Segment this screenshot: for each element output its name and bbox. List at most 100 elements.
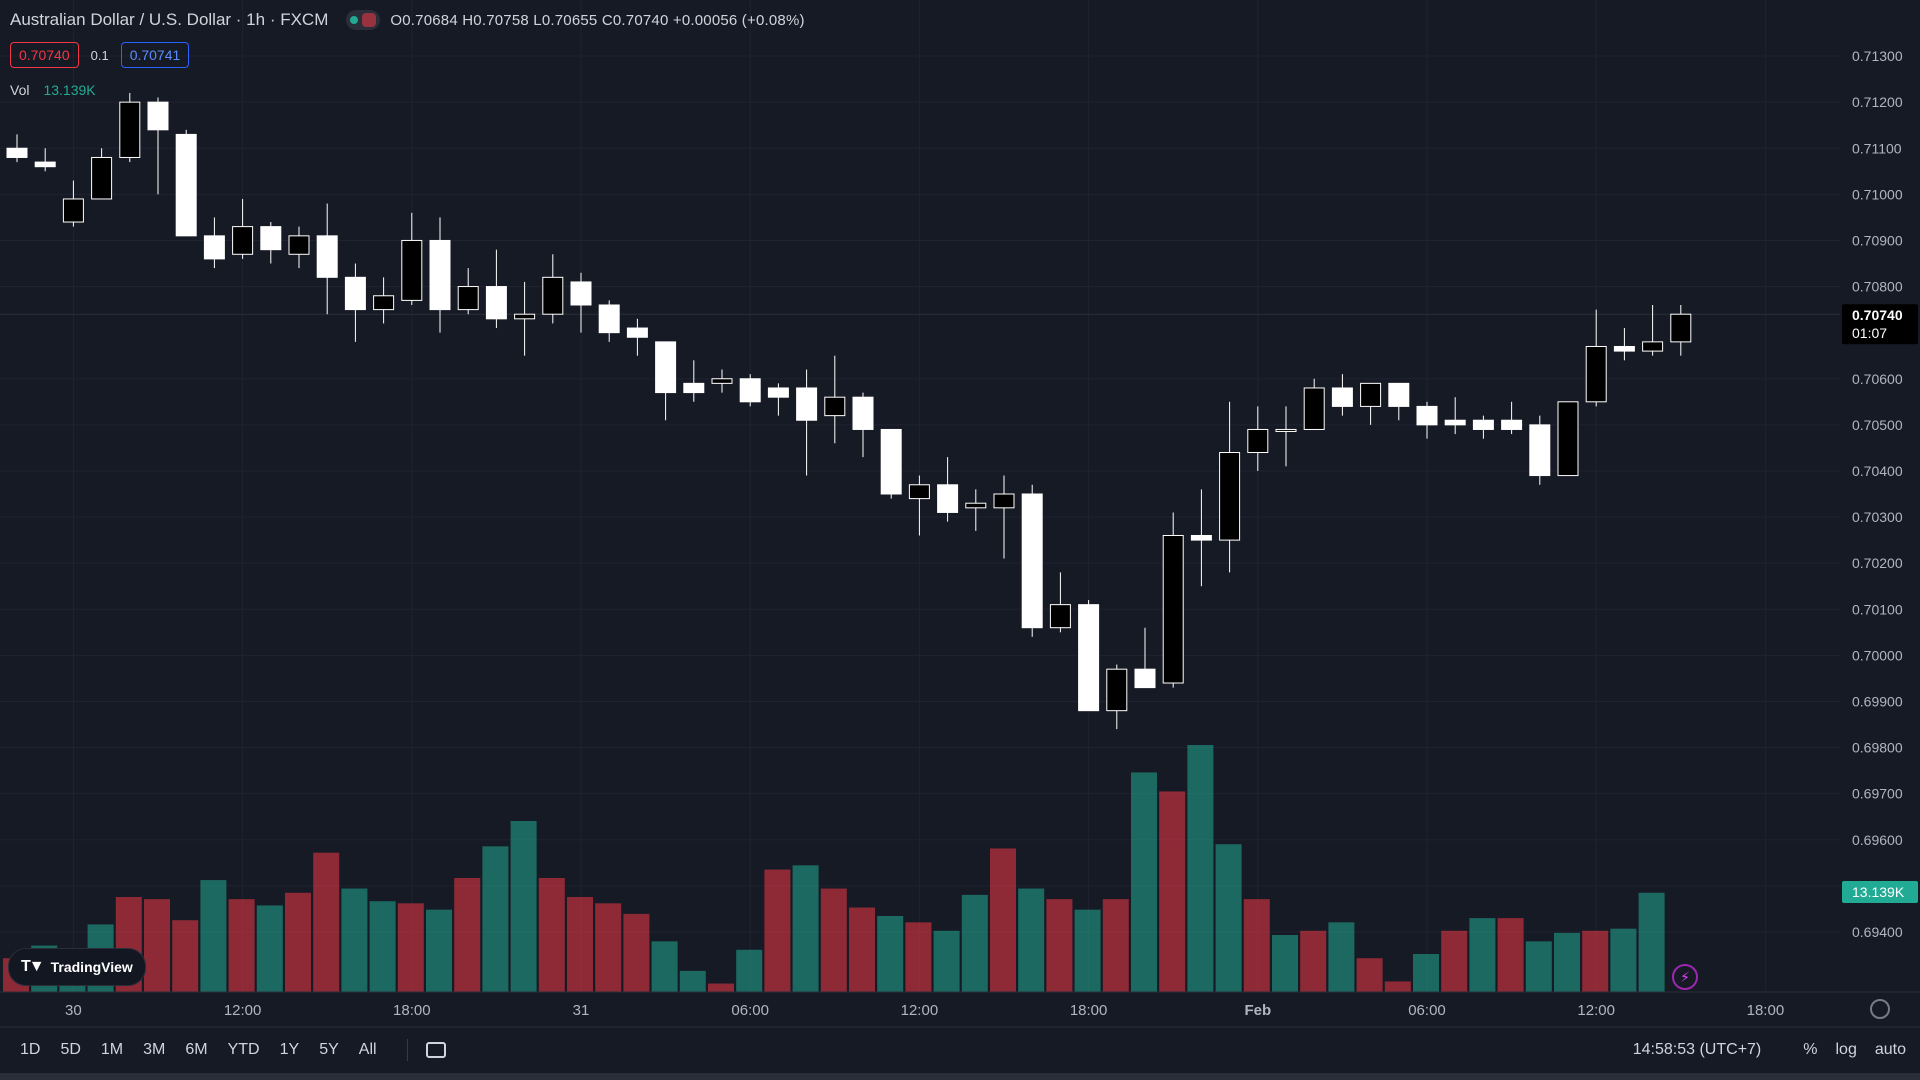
ohlc-values: O0.70684 H0.70758 L0.70655 C0.70740 +0.0… bbox=[390, 12, 804, 29]
volume-bar bbox=[679, 970, 706, 992]
candle-body bbox=[1501, 419, 1523, 430]
candle-body bbox=[1331, 387, 1353, 407]
time-axis[interactable]: 30 12:00 18:00 31 06:00 12:00 18:00 Feb 06:00 12:… bbox=[0, 991, 1920, 1028]
candle-body bbox=[203, 235, 225, 260]
candle-body bbox=[1275, 428, 1297, 432]
candle-body bbox=[373, 295, 395, 311]
time-tick-label: 18:00 bbox=[1747, 1002, 1785, 1019]
market-open-dot-icon bbox=[350, 16, 359, 24]
price-tick-label: 0.70200 bbox=[1852, 555, 1903, 571]
candle bbox=[796, 369, 818, 476]
volume-bar bbox=[1582, 930, 1609, 992]
timeframe-ytd-button[interactable]: YTD bbox=[227, 1041, 260, 1058]
candle bbox=[739, 374, 761, 407]
candle bbox=[1529, 415, 1551, 485]
candle bbox=[1557, 401, 1579, 477]
tradingview-mark-icon: T▼ bbox=[21, 958, 45, 975]
symbol-title[interactable]: Australian Dollar / U.S. Dollar · 1h · F… bbox=[10, 10, 329, 29]
candle bbox=[1303, 378, 1325, 430]
candle-body bbox=[1472, 419, 1494, 430]
candle-body bbox=[1613, 345, 1635, 352]
volume-bar bbox=[1638, 892, 1665, 992]
candle bbox=[1388, 382, 1410, 421]
auto-scale-button[interactable]: auto bbox=[1874, 1041, 1906, 1058]
volume-bar bbox=[1497, 918, 1524, 992]
volume-bar bbox=[1384, 981, 1411, 992]
candle-body bbox=[1247, 428, 1269, 454]
candle bbox=[1416, 401, 1438, 439]
candle bbox=[1585, 309, 1607, 407]
volume-bar bbox=[1131, 772, 1157, 992]
scale-controls: 14:58:53 (UTC+7) % log auto bbox=[1633, 1027, 1906, 1073]
volume-bar bbox=[1300, 930, 1327, 992]
price-axis[interactable]: 0.71300 0.71200 0.71100 0.71000 0.70900 0.708… bbox=[1840, 0, 1920, 1080]
clock-timezone[interactable]: 14:58:53 (UTC+7) bbox=[1632, 1041, 1762, 1058]
lightning-icon[interactable]: ⚡ bbox=[1672, 964, 1698, 990]
candle-body bbox=[1529, 424, 1551, 477]
timeframe-all-button[interactable]: All bbox=[358, 1041, 377, 1058]
chart-settings-gear-icon[interactable] bbox=[1870, 999, 1890, 1019]
candle-body bbox=[1078, 604, 1100, 712]
price-tick-label: 0.70000 bbox=[1852, 647, 1903, 663]
go-to-date-calendar-icon[interactable] bbox=[425, 1042, 446, 1058]
volume-bar bbox=[1046, 899, 1073, 992]
candle bbox=[824, 355, 846, 444]
buy-price-button[interactable]: 0.70741 bbox=[120, 42, 190, 68]
price-tick-label: 0.69600 bbox=[1852, 832, 1903, 848]
candle bbox=[1472, 415, 1494, 439]
sell-price-button[interactable]: 0.70740 bbox=[10, 42, 79, 68]
bottom-scroll-strip bbox=[0, 1073, 1920, 1080]
ohlc-low: L0.70655 bbox=[533, 11, 598, 29]
candle-body bbox=[1219, 452, 1241, 541]
timeframe-1d-button[interactable]: 1D bbox=[20, 1041, 41, 1058]
candle bbox=[514, 281, 536, 356]
time-tick-label: 12:00 bbox=[224, 1002, 262, 1019]
volume-bar bbox=[482, 846, 509, 992]
timeframe-6m-button[interactable]: 6M bbox=[185, 1041, 208, 1058]
timeframe-3m-button[interactable]: 3M bbox=[143, 1041, 166, 1058]
candle bbox=[62, 180, 84, 227]
candle-body bbox=[232, 226, 254, 255]
candle-body bbox=[1303, 387, 1325, 430]
timeframe-1y-button[interactable]: 1Y bbox=[279, 1041, 300, 1058]
candle bbox=[1049, 572, 1071, 633]
tradingview-logo[interactable]: T▼ TradingView bbox=[8, 948, 146, 986]
volume-bar bbox=[369, 901, 396, 992]
time-tick-label: 30 bbox=[65, 1002, 82, 1019]
volume-bar bbox=[1159, 791, 1186, 992]
timeframe-5y-button[interactable]: 5Y bbox=[319, 1041, 339, 1058]
price-tick-label: 0.69800 bbox=[1852, 740, 1903, 756]
price-tick-label: 0.69400 bbox=[1852, 924, 1903, 940]
percent-scale-button[interactable]: % bbox=[1803, 1041, 1818, 1058]
candle bbox=[373, 277, 395, 324]
candle bbox=[852, 392, 874, 458]
candle-body bbox=[937, 484, 959, 513]
candle bbox=[1078, 600, 1100, 712]
candle-body bbox=[1106, 668, 1128, 712]
candle-body bbox=[34, 161, 56, 168]
volume-bar bbox=[1272, 935, 1298, 992]
candle bbox=[401, 212, 423, 305]
volume-bar bbox=[1554, 932, 1580, 992]
candle bbox=[655, 341, 677, 421]
volume-legend[interactable]: Vol 13.139K bbox=[10, 82, 96, 98]
timeframe-5d-button[interactable]: 5D bbox=[60, 1041, 81, 1058]
candle bbox=[1134, 627, 1156, 689]
last-price-tag-value: 0.70740 bbox=[1852, 307, 1903, 323]
candle-body bbox=[824, 396, 846, 417]
candle bbox=[344, 263, 366, 342]
volume-bar bbox=[651, 941, 678, 992]
market-status-toggle[interactable] bbox=[346, 10, 381, 30]
log-scale-button[interactable]: log bbox=[1835, 1041, 1857, 1058]
time-tick-label: Feb bbox=[1244, 1002, 1271, 1019]
candle-body bbox=[570, 281, 592, 306]
volume-bar bbox=[397, 903, 424, 992]
toolbar-divider bbox=[406, 1039, 408, 1061]
candle-body bbox=[1021, 493, 1043, 629]
candle bbox=[147, 97, 169, 195]
candle bbox=[91, 148, 113, 200]
time-tick-label: 12:00 bbox=[1577, 1002, 1615, 1019]
timeframe-1m-button[interactable]: 1M bbox=[100, 1041, 124, 1058]
volume-bar bbox=[1018, 888, 1045, 992]
